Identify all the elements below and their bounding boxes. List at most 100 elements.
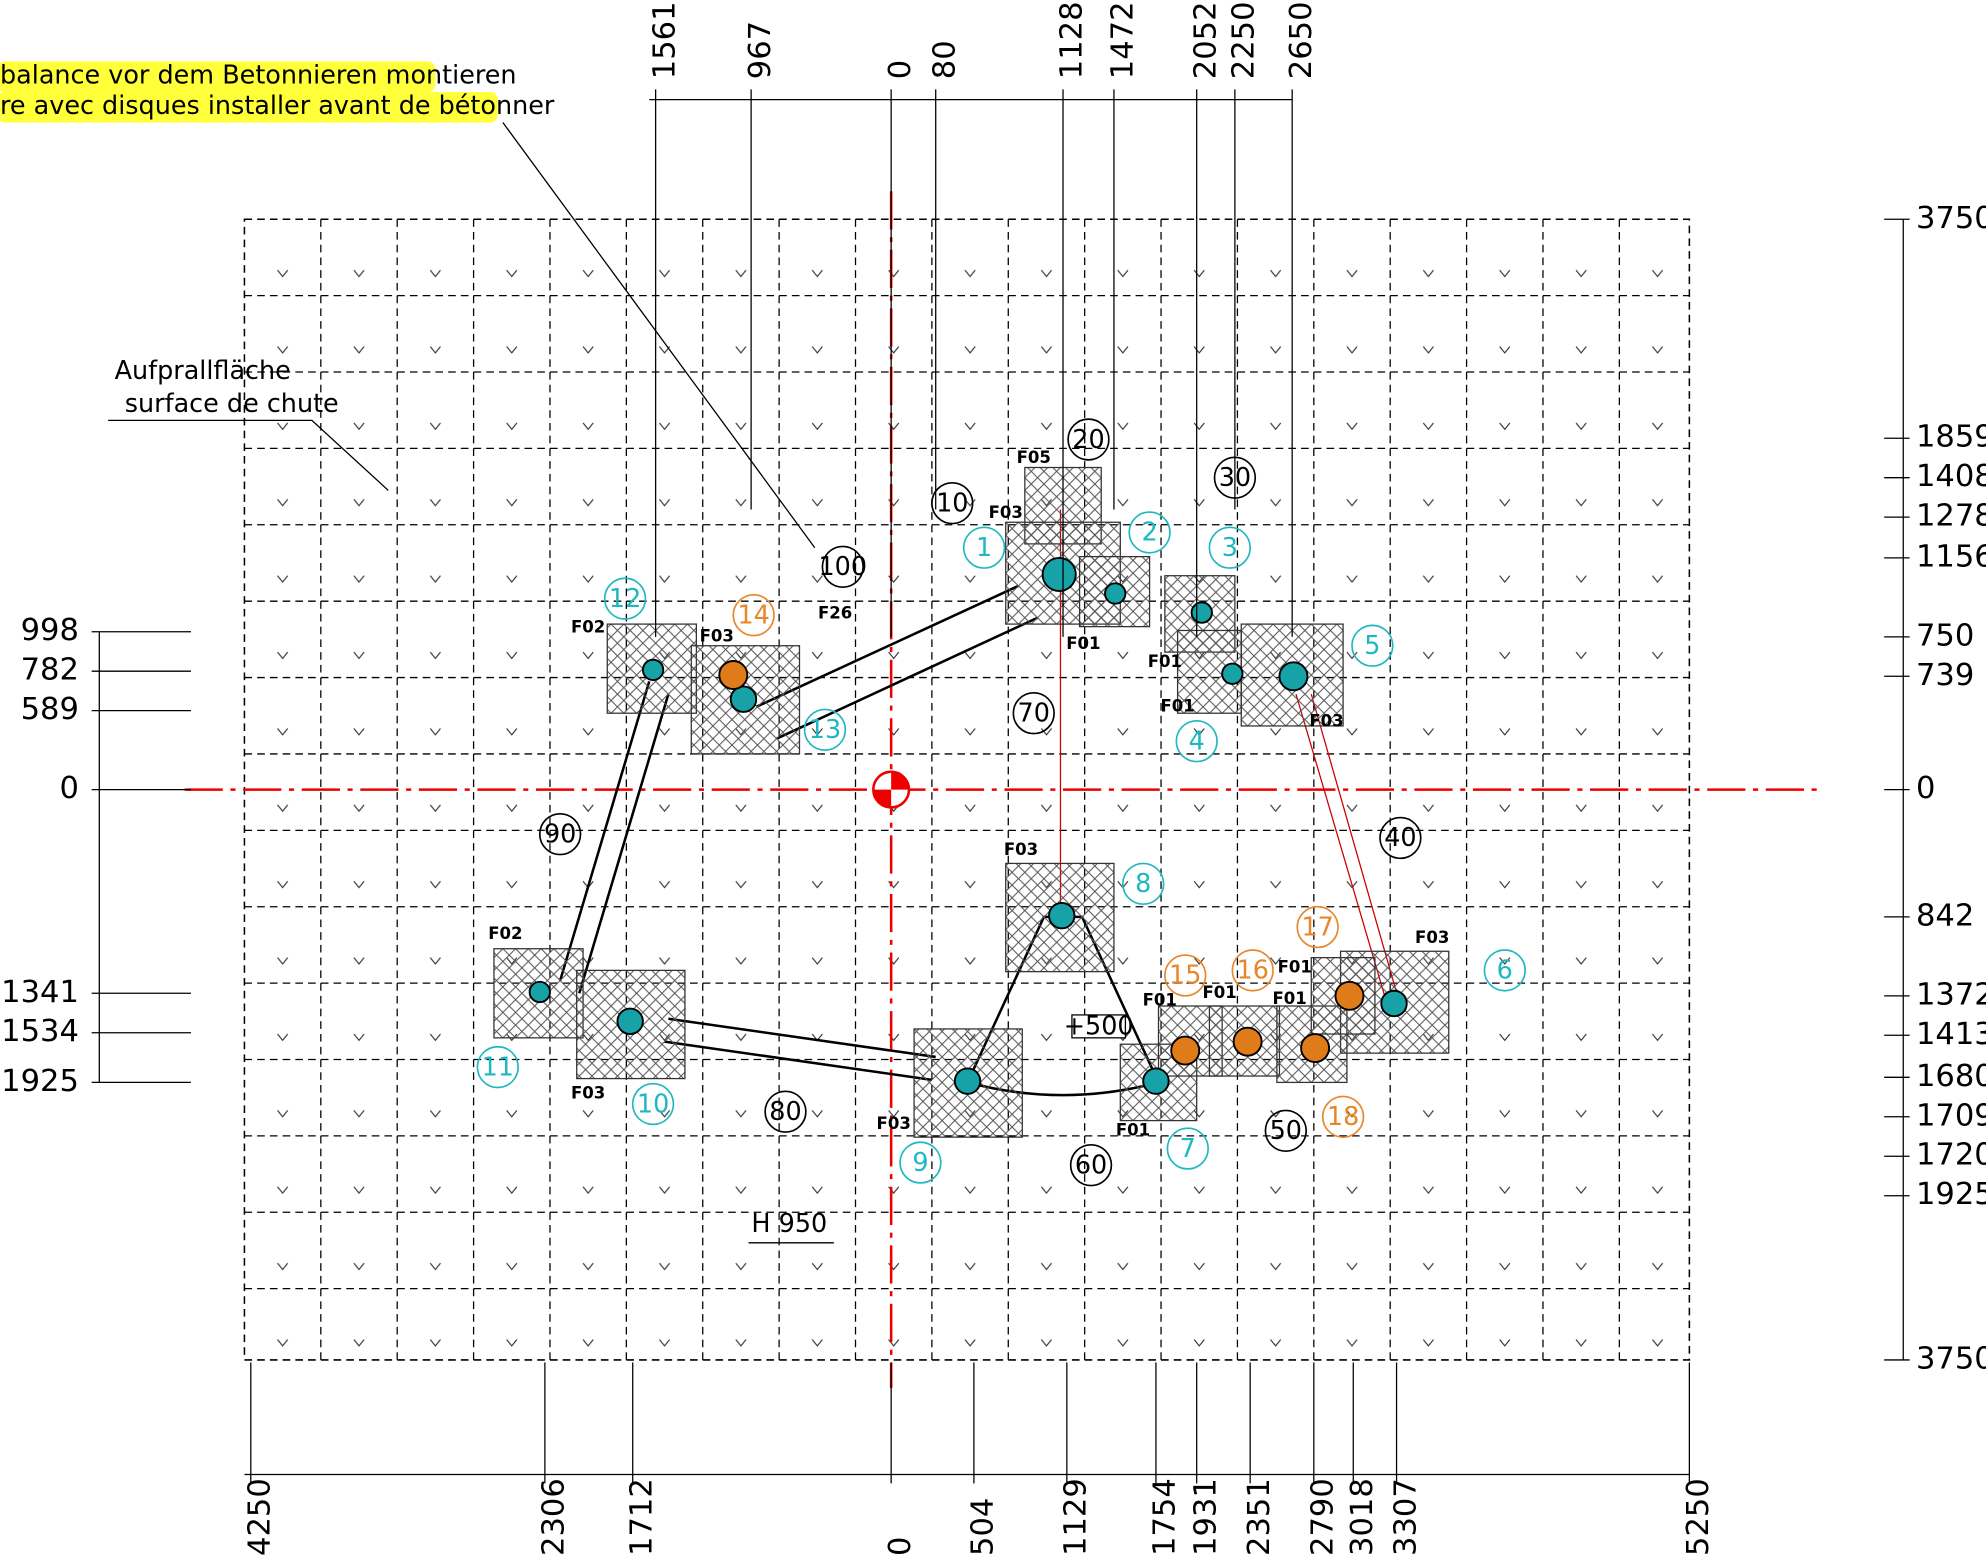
dim-left: 0 [59,771,78,806]
tag: 4 [1189,726,1205,756]
dim-right: 1680 [1916,1059,1986,1094]
dim-top: 0 [883,60,918,79]
post [616,1007,644,1035]
tag-circle [1166,1127,1209,1170]
tag-circle [899,1141,942,1184]
dim-bottom: 5250 [1681,1478,1716,1555]
post [528,980,551,1004]
tag: 50 [1270,1116,1302,1146]
foundation-label: F01 [1202,983,1236,1002]
tag-circle [732,593,775,637]
post [1221,662,1244,685]
note: balance vor dem Betonnieren montieren [0,61,517,91]
tag-circle [1067,418,1110,461]
dim-right: 3750 [1916,1341,1986,1376]
tag: 3 [1222,533,1238,563]
dim-bottom: 1129 [1059,1478,1094,1555]
post [729,685,758,713]
foundation-label: F03 [877,1114,911,1133]
tag: 20 [1072,425,1104,455]
impact-label: surface de chute [125,389,339,419]
dim-bottom: 2351 [1242,1478,1277,1555]
tag-circle [1069,1143,1113,1187]
tag: 7 [1180,1134,1196,1164]
tag: 12 [609,584,641,614]
tag: 10 [936,488,968,518]
post [1334,980,1365,1011]
tag-circle [1321,1095,1365,1138]
dim-top: 967 [743,21,778,79]
dim-top: 2650 [1284,1,1319,79]
foundation-label: F01 [1116,1120,1150,1139]
leader [108,419,389,491]
note: re avec disques installer avant de béton… [0,91,555,121]
dim-right: 0 [1916,771,1935,806]
dim-bottom: 4250 [242,1478,277,1555]
tag-circle [603,577,647,620]
tag: 1 [976,533,992,563]
dim-right: 1709 [1916,1098,1986,1133]
post [1142,1067,1170,1095]
dim-top: 1128 [1055,1,1090,79]
tag-circle [1231,949,1274,992]
dim-left: 782 [21,653,79,688]
tag: 70 [1018,698,1050,728]
step-box [1071,1014,1127,1039]
tag: 100 [818,552,867,582]
tag-circle [1208,526,1251,569]
post [641,658,665,682]
dim-right: 1720 [1916,1138,1986,1173]
dim-left: 1341 [1,975,79,1010]
tag-circle [631,1082,675,1126]
tag-circle [1012,692,1055,735]
dim-bottom: 2790 [1306,1478,1341,1555]
tag-circle [1264,1109,1308,1152]
tag-circle [931,481,974,525]
foundation-label: F01 [1066,634,1100,653]
tag-circle [1128,511,1171,554]
dim-right: 739 [1916,658,1974,693]
foundation-label: F02 [488,924,522,943]
foundation-label: F01 [1143,990,1177,1009]
post [1190,601,1213,624]
tag-circle [1164,954,1207,997]
dim-left: 998 [21,613,79,648]
post [1104,582,1127,605]
tag: 30 [1219,463,1251,493]
tag: 15 [1169,961,1201,991]
dim-right: 750 [1916,618,1974,653]
foundation-label: F01 [1272,989,1306,1008]
post [1380,989,1408,1018]
leader [502,122,816,549]
dim-right: 1372 [1916,977,1986,1012]
tag: 60 [1075,1150,1107,1180]
tag-circle [803,708,847,751]
dim-right: 1156 [1916,539,1986,574]
dim-right: 1925 [1916,1177,1986,1212]
post [953,1067,982,1095]
origin [872,770,911,809]
tag-circle [764,1090,807,1133]
dim-left: 589 [21,692,79,727]
tag: 10 [637,1089,669,1119]
dim-right: 1408 [1916,459,1986,494]
dim-top: 2250 [1227,1,1262,79]
dim-bottom: 0 [883,1537,918,1555]
tag-circle [476,1045,519,1089]
tag: 6 [1497,956,1513,986]
dim-right: 1413 [1916,1017,1986,1052]
tag: 16 [1237,956,1269,986]
post [1300,1033,1331,1063]
tag: 18 [1327,1102,1359,1132]
dim-bottom: 1931 [1188,1478,1223,1555]
post [718,660,749,690]
dim-left: 1534 [1,1014,79,1049]
tag-circle [1483,949,1526,992]
tag-circle [962,526,1006,569]
dim-right: 1859 [1916,420,1986,455]
post [1041,556,1077,592]
tag-circle [1379,816,1422,860]
tag-circle [1213,456,1257,499]
